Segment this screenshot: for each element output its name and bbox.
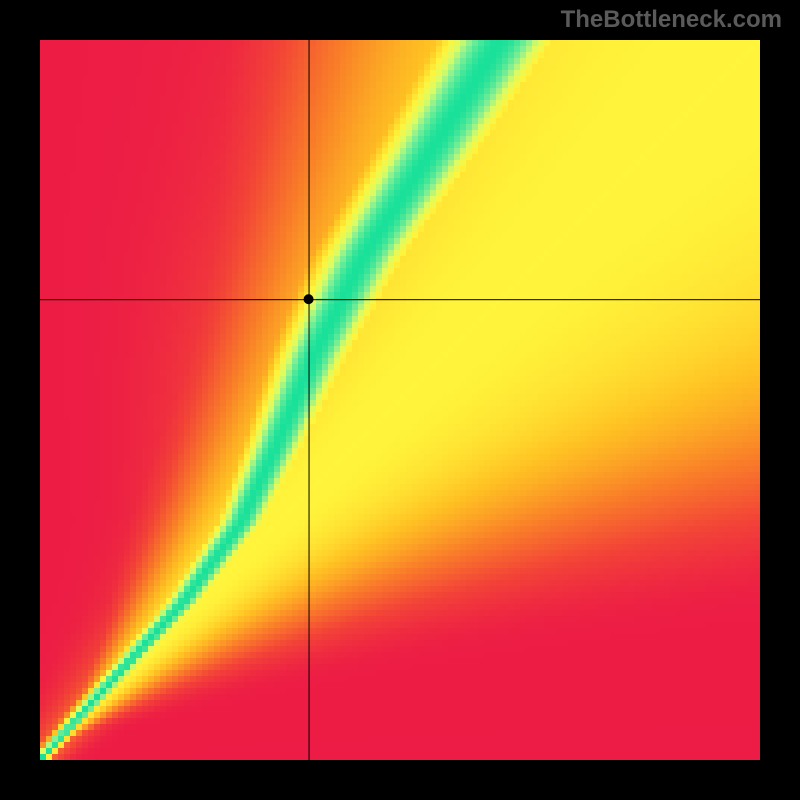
- bottleneck-heatmap: [40, 40, 760, 760]
- watermark-text: TheBottleneck.com: [561, 6, 782, 34]
- chart-container: TheBottleneck.com: [0, 0, 800, 800]
